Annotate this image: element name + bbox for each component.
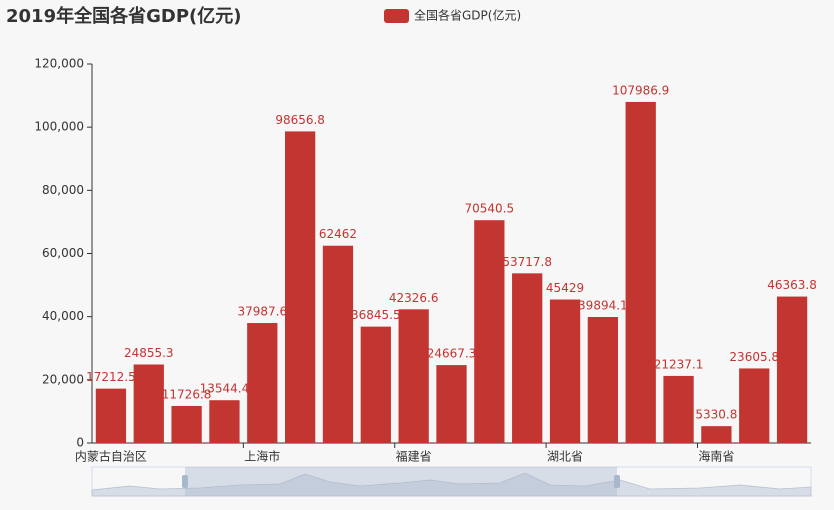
bar [247, 323, 278, 443]
bar [625, 101, 656, 443]
legend-label[interactable]: 全国各省GDP(亿元) [414, 8, 521, 23]
value-label: 36845.5 [351, 308, 401, 322]
bar [663, 375, 694, 443]
y-tick-label: 100,000 [34, 120, 84, 134]
zoom-preview [91, 472, 812, 497]
value-label: 23605.8 [729, 350, 779, 364]
value-label: 24667.3 [427, 347, 477, 361]
y-tick-label: 80,000 [42, 183, 84, 197]
bar [701, 426, 732, 443]
data-zoom[interactable] [91, 466, 812, 497]
value-label: 46363.8 [767, 278, 817, 292]
y-tick-label: 120,000 [34, 57, 84, 71]
bar [549, 299, 581, 443]
value-label: 53717.8 [502, 255, 552, 269]
y-tick-label: 40,000 [42, 309, 84, 323]
y-tick-label: 0 [76, 436, 84, 450]
value-label: 98656.8 [275, 113, 325, 127]
value-label: 70540.5 [465, 202, 515, 216]
bar [587, 317, 619, 443]
x-tick-label: 湖北省 [547, 449, 583, 464]
bar [512, 273, 543, 443]
bar [436, 365, 467, 443]
y-tick-label: 20,000 [42, 372, 84, 386]
x-tick-label: 内蒙古自治区 [75, 449, 147, 464]
zoom-selection[interactable] [185, 467, 617, 496]
y-tick-label: 60,000 [42, 246, 84, 260]
bar [284, 131, 316, 443]
value-label: 37987.6 [237, 305, 287, 319]
chart-title: 2019年全国各省GDP(亿元) [6, 5, 241, 27]
value-label: 5330.8 [695, 408, 737, 422]
bar [133, 364, 164, 443]
x-tick-label: 海南省 [698, 449, 734, 464]
bar [171, 405, 202, 443]
bar [209, 400, 240, 443]
bar [474, 220, 505, 443]
value-label: 42326.6 [389, 291, 439, 305]
value-label: 39894.1 [578, 299, 628, 313]
x-tick-label: 福建省 [396, 449, 432, 464]
x-tick-label: 上海市 [244, 449, 280, 464]
bar [398, 309, 429, 443]
value-label: 13544.4 [200, 382, 250, 396]
zoom-handle-left[interactable] [182, 475, 188, 488]
bar [322, 245, 354, 443]
value-label: 11726.8 [162, 387, 212, 401]
value-label: 24855.3 [124, 346, 174, 360]
legend-swatch[interactable] [384, 9, 409, 23]
bar [95, 388, 127, 443]
zoom-handle-right[interactable] [614, 475, 620, 488]
value-label: 21237.1 [654, 357, 704, 371]
bar [739, 368, 770, 443]
value-label: 17212.5 [86, 370, 136, 384]
bar [360, 326, 391, 443]
value-label: 62462 [319, 227, 357, 241]
bar [776, 296, 808, 443]
value-label: 45429 [546, 281, 584, 295]
value-label: 107986.9 [612, 83, 669, 97]
